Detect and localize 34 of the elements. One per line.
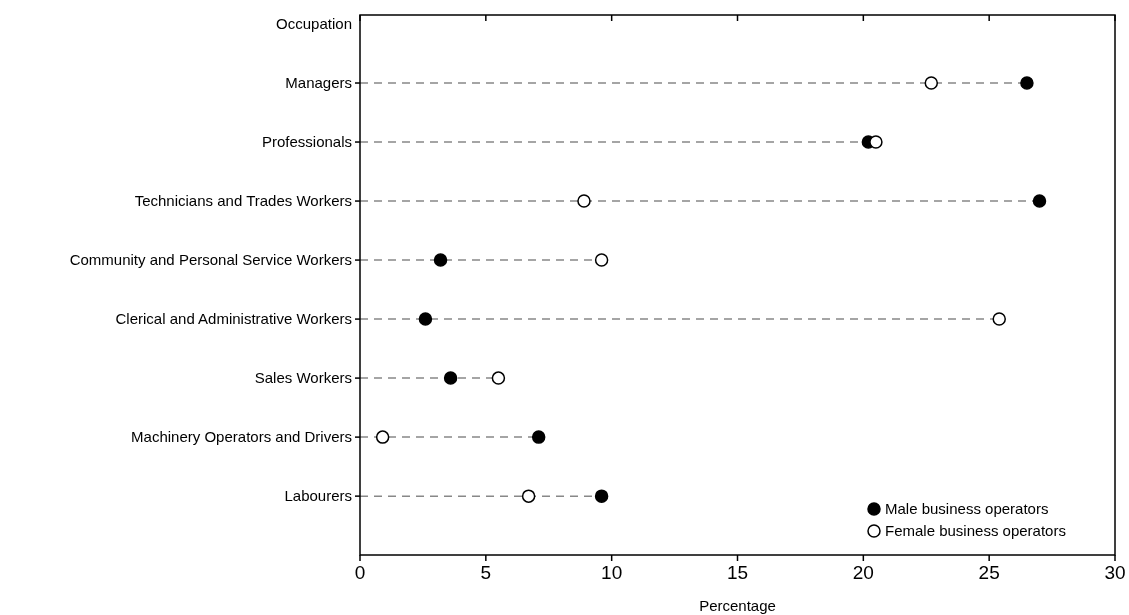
- x-tick-label: 0: [354, 562, 366, 583]
- point: [577, 194, 591, 208]
- point: [594, 253, 609, 267]
- point: [1020, 76, 1034, 90]
- y-axis-title: Occupation: [276, 15, 352, 33]
- point: [992, 312, 1006, 326]
- point: [594, 489, 609, 503]
- point: [375, 430, 390, 444]
- point: [924, 76, 939, 90]
- x-tick-label: 20: [852, 562, 874, 583]
- legend-label: Male business operators: [885, 500, 1049, 518]
- x-tick-label: 30: [1104, 562, 1126, 583]
- point: [443, 371, 458, 385]
- point: [418, 312, 433, 326]
- x-tick-label: 10: [601, 562, 623, 583]
- y-tick-label: Professionals: [261, 133, 352, 151]
- x-axis-title: Percentage: [699, 597, 776, 614]
- y-tick-label: Managers: [285, 74, 352, 92]
- y-tick-label: Labourers: [284, 487, 352, 505]
- y-tick-label: Clerical and Administrative Workers: [115, 310, 352, 328]
- x-tick-label: 5: [480, 562, 492, 583]
- y-tick-label: Community and Personal Service Workers: [69, 251, 352, 269]
- point: [1032, 194, 1047, 208]
- y-tick-label: Technicians and Trades Workers: [134, 192, 352, 210]
- legend-label: Female business operators: [885, 522, 1066, 540]
- point: [869, 135, 883, 149]
- x-tick-label: 15: [726, 562, 749, 583]
- point: [491, 371, 506, 385]
- y-tick-label: Sales Workers: [254, 369, 352, 387]
- point: [433, 253, 448, 267]
- point: [521, 489, 536, 503]
- x-tick-label: 25: [978, 562, 1000, 583]
- y-tick-label: Machinery Operators and Drivers: [131, 428, 352, 446]
- point: [531, 430, 546, 444]
